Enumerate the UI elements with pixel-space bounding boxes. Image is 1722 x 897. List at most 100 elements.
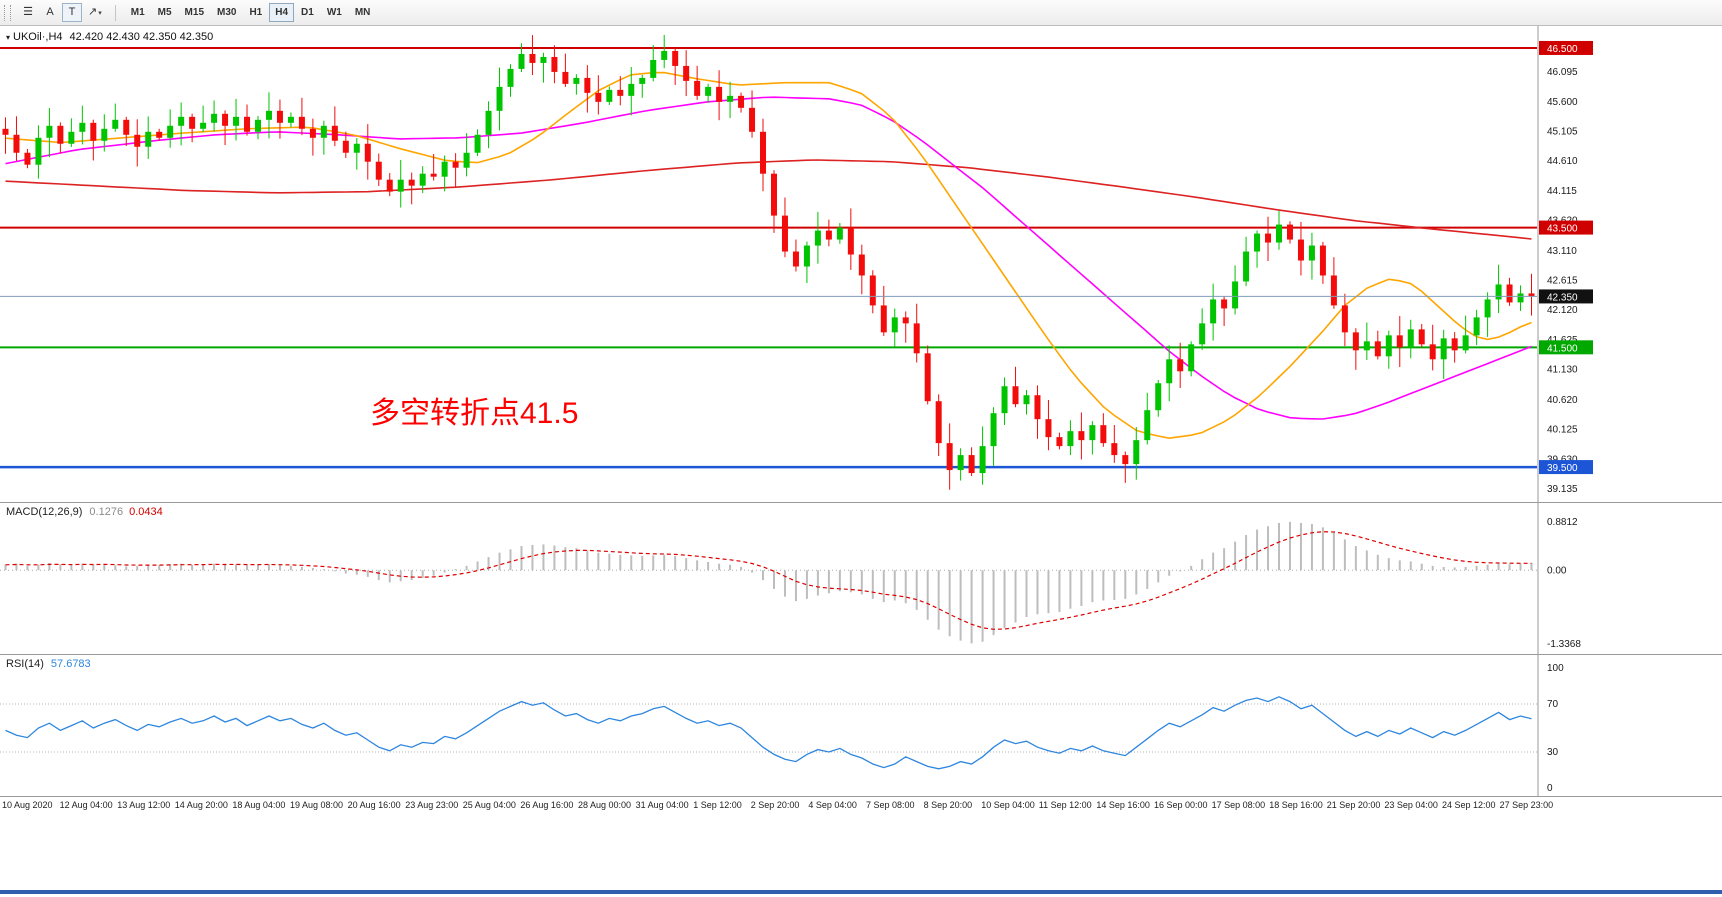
time-label: 12 Aug 04:00 — [59, 800, 113, 810]
time-label: 28 Aug 00:00 — [578, 800, 632, 810]
text-tool-button[interactable]: T — [62, 3, 82, 22]
time-label: 23 Aug 23:00 — [405, 800, 459, 810]
svg-text:44.115: 44.115 — [1547, 186, 1577, 197]
rsi-panel[interactable]: 100 70 30 0 — [0, 654, 1722, 796]
price-flag — [1539, 289, 1593, 304]
timeframe-m1-button[interactable]: M1 — [125, 3, 151, 22]
symbol-info: ▾ UKOil·,H4 42.420 42.430 42.350 42.350 — [6, 31, 213, 43]
timeframe-m5-button[interactable]: M5 — [152, 3, 178, 22]
macd-histogram — [4, 521, 1533, 644]
time-label: 11 Sep 12:00 — [1038, 800, 1092, 810]
ma-mid — [5, 96, 1532, 420]
time-label: 14 Sep 16:00 — [1096, 800, 1150, 810]
time-label: 20 Aug 16:00 — [347, 800, 401, 810]
symbol-name: UKOil·,H4 — [13, 31, 63, 43]
timeframe-h1-button[interactable]: H1 — [243, 3, 268, 22]
text-label-button[interactable]: A — [40, 3, 60, 22]
time-label: 25 Aug 04:00 — [462, 800, 516, 810]
time-label: 10 Sep 04:00 — [981, 800, 1035, 810]
svg-text:39.135: 39.135 — [1547, 484, 1578, 495]
timeframe-d1-button[interactable]: D1 — [295, 3, 320, 22]
macd-panel[interactable]: 0.8812 0.00 -1.3368 — [0, 502, 1722, 654]
time-label: 31 Aug 04:00 — [635, 800, 689, 810]
chevron-down-icon: ▾ — [98, 10, 102, 17]
macd-main-value: 0.1276 — [89, 506, 124, 518]
svg-text:0: 0 — [1547, 783, 1553, 794]
rsi-line — [5, 696, 1532, 770]
time-label: 8 Sep 20:00 — [923, 800, 973, 810]
timeframe-m30-button[interactable]: M30 — [211, 3, 242, 22]
line-studies-button[interactable]: ☰ — [18, 3, 38, 22]
timeframe-buttons: M1 M5 M15 M30 H1 H4 D1 W1 MN — [125, 3, 377, 22]
footer-area — [0, 814, 1722, 897]
svg-text:39.500: 39.500 — [1547, 463, 1578, 474]
svg-text:41.500: 41.500 — [1547, 343, 1578, 354]
macd-name: MACD(12,26,9) — [6, 506, 83, 518]
timeframe-mn-button[interactable]: MN — [349, 3, 377, 22]
bottom-strip — [0, 890, 1722, 894]
time-label: 27 Sep 23:00 — [1499, 800, 1554, 810]
time-label: 14 Aug 20:00 — [174, 800, 228, 810]
price-flag — [1539, 340, 1593, 355]
svg-text:39.630: 39.630 — [1547, 454, 1578, 465]
key-level-lines — [0, 46, 1537, 469]
svg-text:-1.3368: -1.3368 — [1547, 639, 1581, 650]
time-label: 23 Sep 04:00 — [1384, 800, 1438, 810]
time-label: 17 Sep 08:00 — [1211, 800, 1266, 810]
rsi-value: 57.6783 — [50, 658, 91, 670]
time-axis[interactable]: 10 Aug 2020 12 Aug 04:00 13 Aug 12:00 14 Au… — [0, 796, 1722, 815]
svg-text:43.500: 43.500 — [1547, 224, 1578, 235]
svg-text:0.00: 0.00 — [1547, 565, 1567, 576]
time-label: 1 Sep 12:00 — [693, 800, 742, 810]
time-label: 4 Sep 04:00 — [808, 800, 857, 810]
time-label: 24 Sep 12:00 — [1442, 800, 1496, 810]
time-label: 16 Sep 00:00 — [1154, 800, 1208, 810]
time-label: 26 Aug 16:00 — [520, 800, 574, 810]
toolbar-separator — [114, 4, 116, 21]
candles — [2, 34, 1535, 490]
timeframe-w1-button[interactable]: W1 — [321, 3, 348, 22]
svg-text:45.105: 45.105 — [1547, 126, 1578, 137]
svg-text:100: 100 — [1547, 663, 1564, 674]
svg-text:44.610: 44.610 — [1547, 156, 1578, 167]
svg-text:70: 70 — [1547, 699, 1559, 710]
shapes-dropdown-button[interactable]: ↗▾ — [84, 3, 106, 22]
rsi-name: RSI(14) — [6, 658, 44, 670]
svg-text:40.125: 40.125 — [1547, 425, 1578, 436]
svg-text:45.600: 45.600 — [1547, 97, 1578, 108]
toolbar-grip-icon[interactable] — [4, 4, 11, 21]
time-label: 18 Aug 04:00 — [232, 800, 286, 810]
price-flag — [1539, 40, 1593, 55]
svg-text:46.095: 46.095 — [1547, 67, 1578, 78]
time-label: 2 Sep 20:00 — [750, 800, 800, 810]
svg-text:0.8812: 0.8812 — [1547, 517, 1578, 528]
chart-annotation: 多空转折点41.5 — [370, 397, 579, 430]
price-chart[interactable]: 46.09545.60045.10544.61044.11543.62043.1… — [0, 26, 1722, 502]
timeframe-h4-button[interactable]: H4 — [269, 3, 295, 22]
time-label: 21 Sep 20:00 — [1326, 800, 1381, 810]
macd-signal-value: 0.0434 — [129, 506, 163, 518]
svg-text:41.130: 41.130 — [1547, 364, 1578, 375]
top-toolbar: ☰ A T ↗▾ M1 M5 M15 M30 H1 H4 D1 W1 MN — [0, 0, 1722, 26]
svg-text:46.500: 46.500 — [1547, 44, 1578, 55]
time-label: 13 Aug 12:00 — [117, 800, 171, 810]
time-label: 19 Aug 08:00 — [290, 800, 344, 810]
svg-text:43.110: 43.110 — [1547, 246, 1577, 257]
ohlc-quotes: 42.420 42.430 42.350 42.350 — [69, 31, 214, 43]
rsi-indicator-label: RSI(14) 57.6783 — [6, 658, 91, 670]
drawing-toolbar: ☰ A T ↗▾ — [18, 3, 106, 22]
price-flag — [1539, 460, 1593, 475]
time-label: 7 Sep 08:00 — [866, 800, 915, 810]
collapse-triangle-icon[interactable]: ▾ — [6, 33, 11, 42]
svg-text:42.120: 42.120 — [1547, 305, 1578, 316]
timeframe-m15-button[interactable]: M15 — [179, 3, 210, 22]
macd-indicator-label: MACD(12,26,9) 0.1276 0.0434 — [6, 506, 163, 518]
price-flag — [1539, 220, 1593, 235]
time-label: 18 Sep 16:00 — [1269, 800, 1323, 810]
time-label: 10 Aug 2020 — [2, 800, 53, 810]
svg-text:30: 30 — [1547, 747, 1559, 758]
macd-signal-line — [5, 531, 1532, 630]
ma-slow — [5, 159, 1532, 240]
svg-text:42.615: 42.615 — [1547, 276, 1578, 287]
svg-text:40.620: 40.620 — [1547, 395, 1578, 406]
